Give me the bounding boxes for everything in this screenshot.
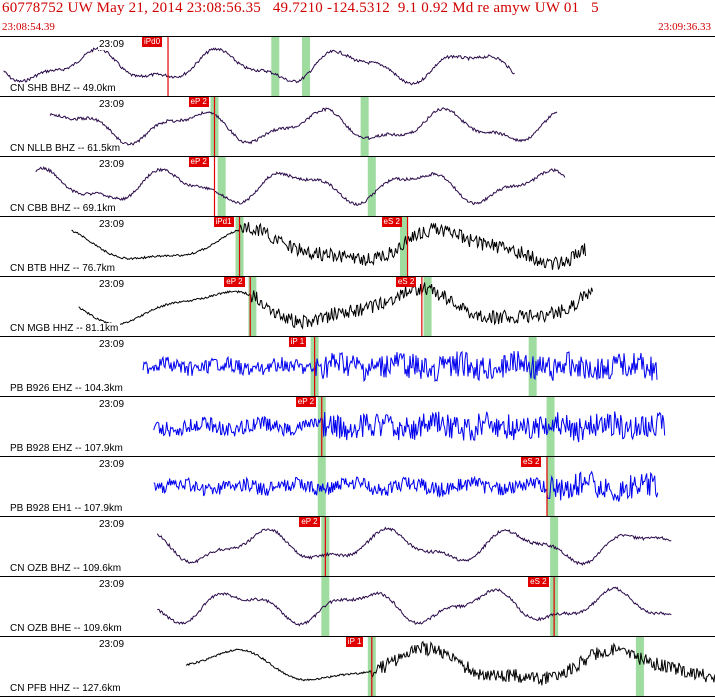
- waveform-plot: [157, 577, 672, 636]
- phase-pick-label[interactable]: eS 2: [395, 277, 417, 287]
- waveform-line: [71, 222, 586, 270]
- time-tick-label: 23:09: [98, 399, 126, 410]
- trace-panel: 23:09 iPd1 eS 2 CN BTB HHZ -- 76.7km: [0, 217, 715, 277]
- waveform-line: [157, 586, 672, 627]
- phase-window: [635, 637, 644, 696]
- phase-pick-label[interactable]: iP 1: [288, 337, 307, 347]
- waveform-line: [3, 46, 515, 86]
- time-tick-label: 23:09: [98, 339, 126, 350]
- station-label: CN BTB HHZ -- 76.7km: [10, 263, 118, 274]
- phase-pick-label[interactable]: eS 2: [520, 457, 542, 467]
- phase-pick-label[interactable]: eP 2: [188, 97, 209, 107]
- phase-window: [423, 277, 432, 336]
- phase-window: [360, 97, 369, 156]
- start-time-label: 23:08:54.39: [2, 21, 55, 33]
- station-label: PB B926 EHZ -- 104.3km: [10, 383, 125, 394]
- trace-panel: 23:09 eS 2 PB B928 EH1 -- 107.9km: [0, 457, 715, 517]
- phase-pick-label[interactable]: eP 2: [224, 277, 245, 287]
- phase-window: [528, 337, 537, 396]
- phase-window: [367, 157, 376, 216]
- station-label: CN CBB BHZ -- 69.1km: [10, 203, 118, 214]
- waveform-line: [185, 640, 715, 686]
- time-tick-label: 23:09: [98, 579, 126, 590]
- waveform-plot: [156, 517, 672, 576]
- time-tick-label: 23:09: [98, 639, 126, 650]
- phase-pick-label[interactable]: eP 2: [299, 517, 320, 527]
- trace-panel: 23:09 eP 2 CN CBB BHZ -- 69.1km: [0, 157, 715, 217]
- time-tick-label: 23:09: [98, 519, 126, 530]
- trace-panel: 23:09 eP 2 CN OZB BHZ -- 109.6km: [0, 517, 715, 577]
- phase-window: [302, 37, 311, 96]
- end-time-label: 23:09:36.33: [658, 21, 711, 33]
- event-header: 60778752 UW May 21, 2014 23:08:56.35 49.…: [0, 0, 715, 37]
- phase-window: [317, 457, 326, 516]
- trace-panel: 23:09 eP 2 eS 2 CN MGB HHZ -- 81.1km: [0, 277, 715, 337]
- waveform-plot: [35, 157, 566, 216]
- station-label: CN OZB BHE -- 109.6km: [10, 623, 124, 634]
- phase-pick-label[interactable]: eS 2: [528, 577, 549, 587]
- time-tick-label: 23:09: [98, 99, 126, 110]
- phase-window: [217, 157, 226, 216]
- time-tick-label: 23:09: [98, 159, 126, 170]
- time-tick-label: 23:09: [98, 459, 126, 470]
- waveform-line: [153, 470, 659, 502]
- trace-panel: 23:09 iP 1 PB B926 EHZ -- 104.3km: [0, 337, 715, 397]
- waveform-plot: [153, 397, 666, 456]
- phase-window: [546, 397, 555, 456]
- station-label: CN MGB HHZ -- 81.1km: [10, 323, 121, 334]
- waveform-line: [78, 282, 594, 330]
- waveform-plot: [153, 457, 659, 516]
- station-label: PB B928 EHZ -- 107.9km: [10, 443, 125, 454]
- phase-window: [271, 37, 280, 96]
- station-label: CN OZB BHZ -- 109.6km: [10, 563, 124, 574]
- waveform-line: [156, 526, 672, 566]
- station-label: CN PFB HHZ -- 127.6km: [10, 683, 123, 694]
- waveform-line: [35, 166, 566, 206]
- phase-pick-label[interactable]: iP 1: [345, 637, 364, 647]
- waveform-plot: [185, 637, 715, 696]
- time-tick-label: 23:09: [98, 219, 126, 230]
- phase-pick-label[interactable]: iPd1: [213, 217, 234, 227]
- phase-window: [248, 277, 257, 336]
- waveform-line: [153, 411, 666, 443]
- phase-pick-label[interactable]: iPd0: [142, 37, 163, 47]
- station-label: PB B928 EH1 -- 107.9km: [10, 503, 125, 514]
- station-label: CN SHB BHZ -- 49.0km: [10, 83, 118, 94]
- waveform-line: [142, 350, 658, 383]
- seismogram-traces: 23:09 iPd0 CN SHB BHZ -- 49.0km 23:09 eP 2 CN…: [0, 37, 715, 698]
- station-label: CN NLLB BHZ -- 61.5km: [10, 143, 123, 154]
- time-tick-label: 23:09: [98, 279, 126, 290]
- waveform-line: [49, 107, 558, 146]
- trace-panel: 23:09 eP 2 CN NLLB BHZ -- 61.5km: [0, 97, 715, 157]
- trace-panel: 23:09 eS 2 CN OZB BHE -- 109.6km: [0, 577, 715, 637]
- trace-panel: 23:09 iPd0 CN SHB BHZ -- 49.0km: [0, 37, 715, 97]
- phase-pick-label[interactable]: eS 2: [381, 217, 403, 227]
- waveform-plot: [78, 277, 594, 336]
- phase-pick-label[interactable]: eP 2: [295, 397, 317, 407]
- waveform-plot: [142, 337, 658, 396]
- waveform-plot: [3, 37, 515, 96]
- waveform-plot: [49, 97, 558, 156]
- event-title: 60778752 UW May 21, 2014 23:08:56.35 49.…: [2, 0, 599, 16]
- trace-panel: 23:09 eP 2 PB B928 EHZ -- 107.9km: [0, 397, 715, 457]
- time-tick-label: 23:09: [98, 39, 126, 50]
- waveform-plot: [71, 217, 586, 276]
- phase-pick-label[interactable]: eP 2: [188, 157, 209, 167]
- trace-panel: 23:09 iP 1 CN PFB HHZ -- 127.6km: [0, 637, 715, 697]
